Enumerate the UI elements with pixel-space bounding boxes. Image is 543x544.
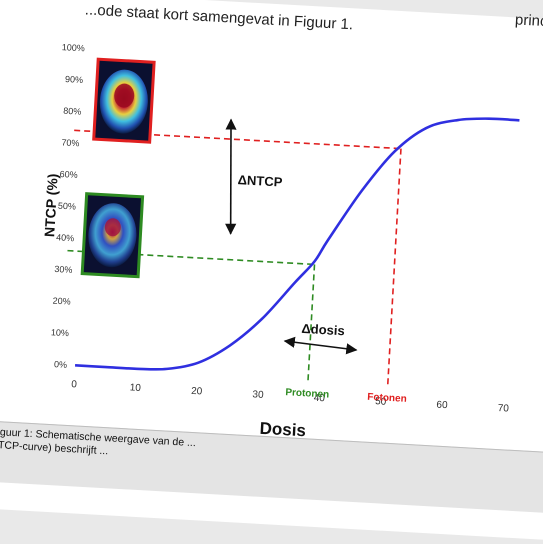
- delta-dose-annotation: Δdosis: [283, 321, 358, 355]
- y-tick-label: 50%: [58, 201, 77, 212]
- axis-layer: 0% 10% 20% 30% 40% 50% 60% 70% 80% 90% 100% 0 10 20 30…: [41, 42, 509, 441]
- delta-ntcp-annotation: ΔNTCP: [225, 118, 283, 235]
- delta-dose-label: Δdosis: [301, 321, 345, 338]
- y-tick-label: 100%: [62, 42, 86, 53]
- series-layer: [74, 117, 520, 371]
- x-tick-label: 70: [497, 403, 509, 415]
- y-tick-label: 40%: [56, 232, 75, 243]
- ntcp-curve: [74, 117, 520, 371]
- x-tick-label: 20: [191, 386, 203, 398]
- marker-label-protonen: Protonen: [285, 387, 329, 400]
- y-tick-label: 70%: [61, 137, 80, 148]
- x-tick-label: 40: [313, 393, 325, 405]
- marker-label-fotonen: Fotonen: [367, 392, 407, 405]
- x-tick-label: 10: [129, 382, 141, 394]
- x-tick-label: 30: [252, 389, 264, 401]
- y-axis-title: NTCP (%): [41, 173, 61, 237]
- x-axis-title: Dosis: [259, 419, 306, 441]
- y-tick-label: 10%: [51, 327, 70, 338]
- y-tick-label: 30%: [54, 264, 73, 275]
- delta-ntcp-label: ΔNTCP: [237, 172, 283, 189]
- y-tick-label: 0%: [54, 359, 68, 370]
- delta-dose-arrow: [283, 336, 358, 355]
- y-tick-label: 60%: [59, 169, 78, 180]
- y-tick-label: 80%: [63, 106, 82, 117]
- x-tick-label: 60: [436, 400, 448, 412]
- x-tick-label: 0: [71, 379, 78, 390]
- fotonen-ct-image: [92, 57, 156, 144]
- y-tick-label: 90%: [65, 74, 84, 85]
- y-tick-label: 20%: [52, 296, 71, 307]
- protonen-ct-image: [80, 192, 145, 279]
- delta-ntcp-arrow: [225, 118, 237, 235]
- guide-line-fotonen-vertical: [386, 148, 402, 388]
- x-tick-label: 50: [375, 396, 387, 408]
